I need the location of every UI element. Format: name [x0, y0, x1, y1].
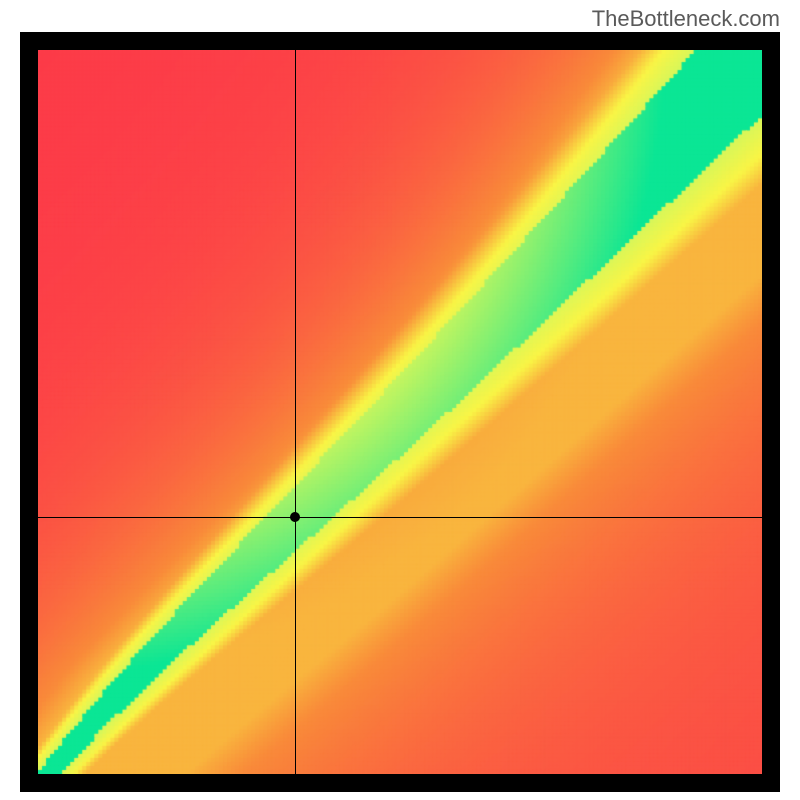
crosshair-vertical — [295, 50, 296, 774]
data-point-marker — [290, 512, 300, 522]
watermark-text: TheBottleneck.com — [592, 6, 780, 32]
crosshair-horizontal — [38, 517, 762, 518]
bottleneck-heatmap — [38, 50, 762, 774]
